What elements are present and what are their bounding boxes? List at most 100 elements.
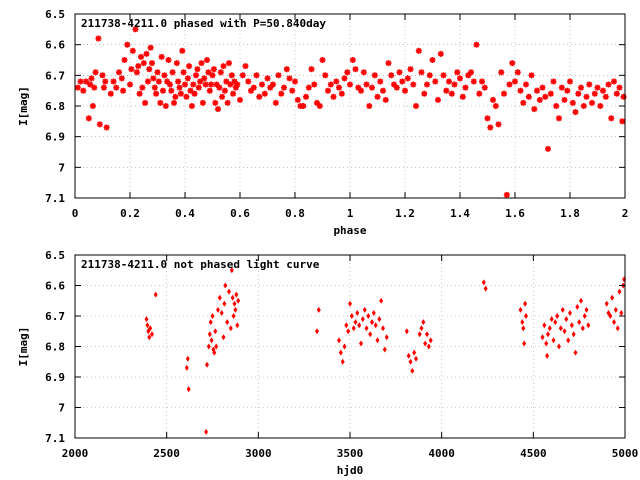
phased-data-point xyxy=(578,84,584,91)
unphased-data-point xyxy=(235,322,240,329)
phased-data-point xyxy=(286,75,293,82)
phased-data-point xyxy=(261,90,268,97)
phased-data-point xyxy=(575,90,582,97)
unphased-data-point xyxy=(584,306,589,313)
phased-data-point xyxy=(517,87,524,94)
unphased-data-point xyxy=(549,316,554,323)
unphased-data-point xyxy=(213,328,218,335)
phased-data-point xyxy=(498,69,505,76)
unphased-data-point xyxy=(229,267,234,274)
phased-data-point xyxy=(415,47,422,54)
unphased-data-point xyxy=(577,319,582,326)
phased-data-point xyxy=(451,81,458,88)
phased-data-point xyxy=(204,57,210,63)
phased-data-point xyxy=(234,81,241,88)
phased-data-point xyxy=(341,75,348,82)
phased-data-point xyxy=(476,90,483,97)
unphased-data-point xyxy=(481,279,486,286)
phased-data-point xyxy=(153,90,160,97)
phased-data-point xyxy=(216,84,223,91)
unphased-data-point xyxy=(225,319,230,326)
unphased-data-point xyxy=(560,306,565,313)
unphased-data-point xyxy=(580,325,585,332)
phased-y-tick-label: 6.8 xyxy=(45,100,65,113)
phased-data-point xyxy=(608,115,615,122)
unphased-data-point xyxy=(362,306,367,313)
unphased-data-point xyxy=(571,331,576,338)
unphased-data-point xyxy=(205,361,209,368)
unphased-data-point xyxy=(219,310,224,316)
phased-data-point xyxy=(468,69,474,76)
unphased-data-point xyxy=(221,334,226,341)
phased-data-point xyxy=(446,78,452,85)
phased-x-tick-label: 1.4 xyxy=(450,207,470,220)
phased-data-point xyxy=(184,75,191,82)
unphased-data-point xyxy=(371,310,376,316)
phased-y-tick-label: 6.6 xyxy=(45,39,65,52)
phased-data-point xyxy=(95,35,102,42)
phased-data-point xyxy=(503,191,510,198)
unphased-plot-panel: 2000 2500 3000 3500 4000 4500 5000 6.5 6.6 6.7 6.8… xyxy=(17,249,638,477)
phased-data-point xyxy=(344,69,351,76)
unphased-data-point xyxy=(425,331,429,338)
unphased-data-point xyxy=(209,337,214,344)
phased-data-point xyxy=(572,109,579,116)
unphased-data-point xyxy=(408,358,413,365)
unphased-data-point xyxy=(540,334,545,341)
unphased-data-point xyxy=(381,325,385,332)
unphased-data-point xyxy=(544,340,549,347)
unphased-data-point xyxy=(344,322,349,329)
unphased-data-point xyxy=(573,349,578,356)
phased-data-point xyxy=(253,72,260,79)
phased-data-point xyxy=(374,93,381,100)
phased-data-point xyxy=(448,90,455,97)
unphased-data-point xyxy=(566,337,571,344)
phased-data-point xyxy=(142,99,149,106)
phased-x-tick-label: 1.6 xyxy=(505,207,525,220)
phased-data-point xyxy=(426,72,433,79)
unphased-data-point xyxy=(337,337,341,344)
phased-data-point xyxy=(197,78,204,85)
phased-data-point xyxy=(300,103,307,109)
phased-data-point xyxy=(366,103,373,109)
phased-data-point xyxy=(107,90,114,97)
unphased-data-point xyxy=(604,300,609,307)
phased-data-point xyxy=(580,103,587,109)
phased-data-point xyxy=(193,72,199,79)
phased-data-point xyxy=(594,84,601,91)
unphased-data-point xyxy=(144,316,149,323)
phased-data-point xyxy=(143,50,150,57)
unphased-data-point xyxy=(232,300,237,307)
phased-plot-ticks: 0 0.2 0.4 0.6 0.8 1 1.2 1.4 1.6 1.8 2 6.5 6.6 6.7 6.8 6… xyxy=(45,8,628,220)
phased-data-point xyxy=(308,66,315,73)
phased-data-point xyxy=(149,60,155,67)
phased-data-point xyxy=(96,121,103,128)
unphased-data-point xyxy=(340,358,345,365)
phased-data-point xyxy=(404,75,411,82)
phased-data-point xyxy=(396,69,403,76)
unphased-data-point xyxy=(414,355,418,362)
phased-data-point xyxy=(371,72,378,79)
phased-data-point xyxy=(176,84,183,91)
phased-data-point xyxy=(177,90,184,97)
phased-data-point xyxy=(358,87,364,94)
unphased-data-point xyxy=(412,349,417,356)
unphased-data-point xyxy=(373,322,378,329)
unphased-y-tick-label: 7 xyxy=(58,402,65,415)
phased-data-point xyxy=(325,87,331,94)
phased-data-point xyxy=(495,121,502,128)
phased-data-point xyxy=(597,103,604,109)
phased-data-point xyxy=(77,78,84,85)
phased-data-point xyxy=(454,69,461,76)
phased-data-point xyxy=(385,60,392,67)
phased-data-point xyxy=(492,103,499,109)
phased-data-point xyxy=(191,90,198,97)
unphased-data-point xyxy=(551,337,556,344)
phased-x-tick-label: 0 xyxy=(72,207,79,220)
phased-data-point xyxy=(110,78,117,85)
phased-data-point xyxy=(501,90,507,97)
unphased-data-point xyxy=(406,352,411,359)
phased-x-tick-label: 2 xyxy=(622,207,629,220)
unphased-data-point xyxy=(419,325,424,332)
